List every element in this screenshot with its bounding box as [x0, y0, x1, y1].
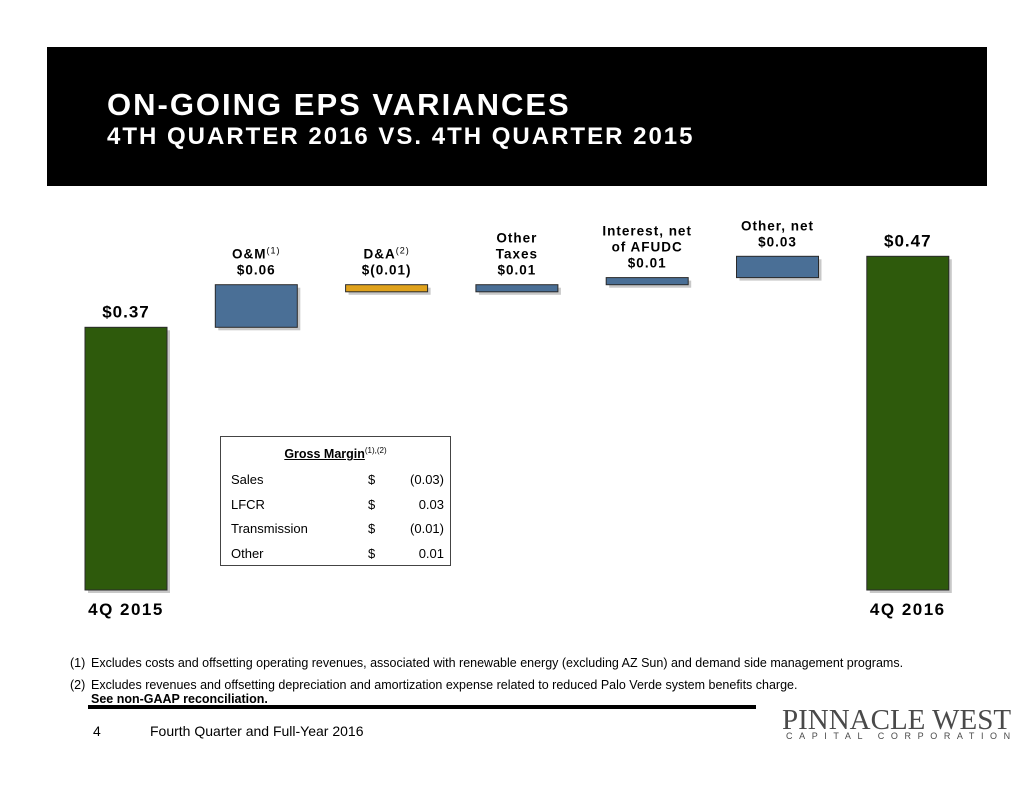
- company-logo: PINNACLE WEST CAPITAL CORPORATION: [776, 704, 1011, 744]
- gm-row-label: Sales: [231, 472, 264, 487]
- gm-row-label: LFCR: [231, 497, 265, 512]
- gm-row-label: Other: [231, 546, 264, 561]
- gross-margin-row: Sales $ (0.03): [231, 472, 446, 492]
- gm-row-currency: $: [368, 546, 376, 561]
- category-label: 4Q 2016: [870, 600, 946, 619]
- footnotes: (1) Excludes costs and offsetting operat…: [70, 656, 990, 714]
- logo-wordmark: PINNACLE WEST: [782, 704, 1012, 736]
- bar-data-label: of AFUDC: [612, 240, 683, 255]
- footnote-number: (2): [70, 678, 86, 692]
- waterfall-bar: [736, 255, 819, 279]
- bar-data-label: Interest, net: [602, 224, 692, 239]
- footer-divider: [88, 705, 756, 709]
- gross-margin-row: LFCR $ 0.03: [231, 497, 446, 517]
- footnote-1: (1) Excludes costs and offsetting operat…: [70, 656, 990, 670]
- footnote-text: Excludes costs and offsetting operating …: [91, 656, 904, 670]
- bar-data-label: $0.06: [237, 263, 276, 278]
- bar-data-label: $0.01: [498, 263, 537, 278]
- non-gaap-note: See non-GAAP reconciliation.: [91, 692, 268, 706]
- gm-row-value: (0.01): [410, 521, 444, 536]
- title-banner: ON-GOING EPS VARIANCES 4TH QUARTER 2016 …: [47, 47, 987, 186]
- gm-row-currency: $: [368, 472, 376, 487]
- gm-row-currency: $: [368, 497, 376, 512]
- waterfall-bar: [345, 284, 429, 293]
- eps-waterfall-chart: $0.37O&M(1)$0.06D&A(2)$(0.01)OtherTaxes$…: [84, 218, 952, 619]
- bar-data-label: D&A(2): [363, 246, 409, 262]
- gm-row-label: Transmission: [231, 521, 308, 536]
- footer-text: Fourth Quarter and Full-Year 2016: [150, 723, 364, 739]
- logo-tagline: CAPITAL CORPORATION: [786, 731, 1017, 741]
- gross-margin-table: Gross Margin(1),(2) Sales $ (0.03) LFCR …: [220, 436, 451, 566]
- bar-data-label: $(0.01): [362, 263, 412, 278]
- footnote-text: Excludes revenues and offsetting depreci…: [91, 678, 798, 692]
- footnote-2: (2) Excludes revenues and offsetting dep…: [70, 678, 990, 706]
- footnote-number: (1): [70, 656, 86, 670]
- waterfall-bar: [475, 284, 559, 293]
- waterfall-bar: [84, 326, 168, 591]
- gross-margin-row: Other $ 0.01: [231, 546, 446, 566]
- page-number: 4: [93, 723, 101, 739]
- page-subtitle: 4TH QUARTER 2016 VS. 4TH QUARTER 2015: [107, 123, 695, 150]
- gross-margin-footnote-ref: (1),(2): [364, 446, 387, 455]
- gm-row-value: (0.03): [410, 472, 444, 487]
- bar-data-label: Taxes: [496, 247, 538, 262]
- gm-row-value: 0.03: [418, 497, 444, 512]
- page-title: ON-GOING EPS VARIANCES: [107, 87, 571, 122]
- bar-data-label: Other: [496, 231, 537, 246]
- waterfall-bar: [605, 277, 689, 286]
- bar-data-label: $0.47: [884, 231, 932, 250]
- footnote-ref: (2): [396, 246, 410, 256]
- waterfall-bar: [214, 284, 298, 328]
- footnote-ref: (1): [267, 246, 281, 256]
- category-label: 4Q 2015: [88, 600, 164, 619]
- waterfall-bar: [866, 255, 950, 591]
- gm-row-currency: $: [368, 521, 376, 536]
- bar-data-label: $0.03: [758, 234, 797, 249]
- bar-data-label: $0.37: [102, 302, 150, 321]
- gross-margin-title: Gross Margin(1),(2): [221, 446, 450, 461]
- gross-margin-title-text: Gross Margin: [284, 447, 365, 462]
- bar-data-label: Other, net: [741, 218, 814, 233]
- gm-row-value: 0.01: [418, 546, 444, 561]
- bar-data-label: $0.01: [628, 256, 667, 271]
- bar-data-label: O&M(1): [232, 246, 281, 262]
- gross-margin-row: Transmission $ (0.01): [231, 521, 446, 541]
